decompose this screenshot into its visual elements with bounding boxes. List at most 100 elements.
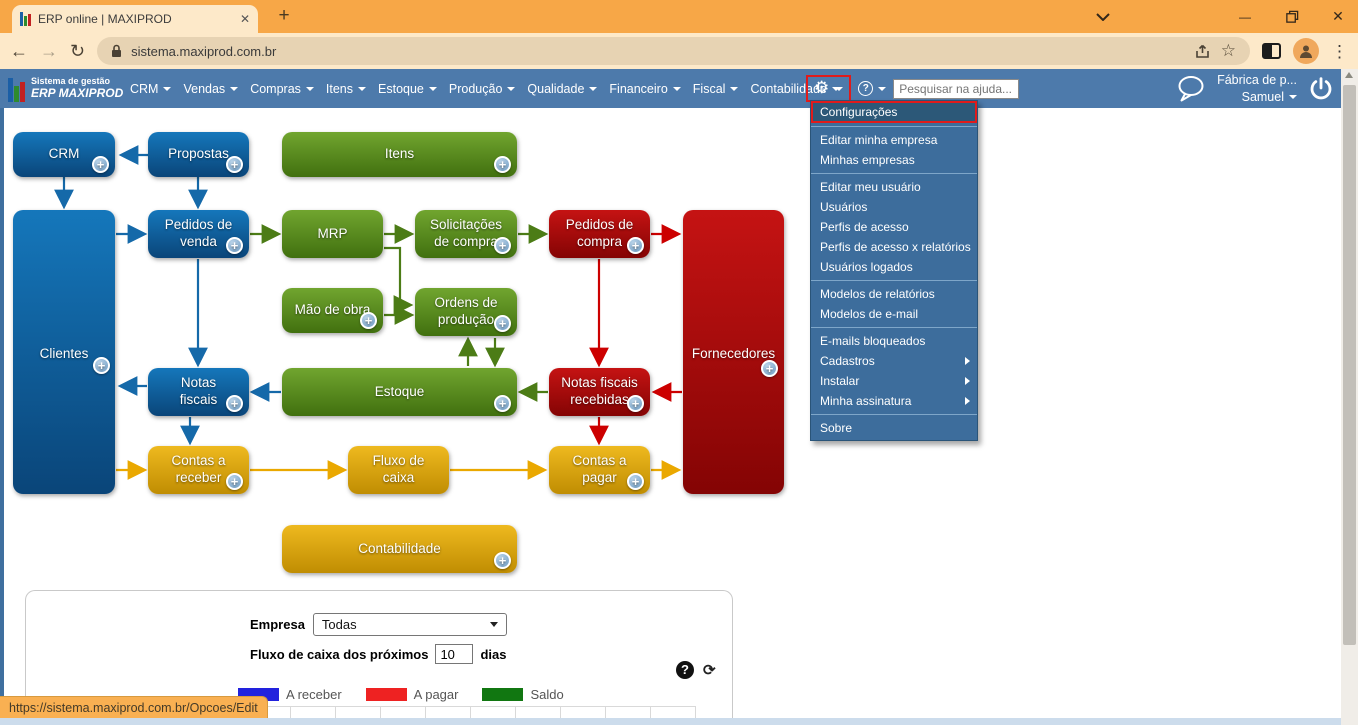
menu-qualidade[interactable]: Qualidade	[521, 69, 603, 108]
menu-item-modelos-de-relatorios[interactable]: Modelos de relatórios	[820, 287, 935, 301]
chart-help-icon[interactable]	[676, 661, 694, 679]
page-scrollbar[interactable]	[1341, 69, 1358, 725]
grid-cell	[336, 707, 381, 719]
flow-node-notas-fiscais[interactable]: Notas fiscais	[148, 368, 249, 416]
flow-node-notas-fiscais-recebidas[interactable]: Notas fiscais recebidas	[549, 368, 650, 416]
sidebar-toggle-icon[interactable]	[1262, 43, 1281, 59]
menu-item-emails-bloqueados[interactable]: E-mails bloqueados	[820, 334, 926, 348]
add-icon[interactable]	[494, 237, 511, 254]
chart-legend: A receber A pagar Saldo	[238, 687, 588, 702]
menu-fiscal[interactable]: Fiscal	[687, 69, 745, 108]
flow-node-mao-de-obra[interactable]: Mão de obra	[282, 288, 383, 333]
browser-tab[interactable]: ERP online | MAXIPROD	[12, 5, 258, 33]
close-button[interactable]	[1323, 0, 1353, 33]
menu-item-perfis-de-acesso-x-relatorios[interactable]: Perfis de acesso x relatórios	[820, 240, 971, 254]
help-search-input[interactable]	[893, 78, 1020, 99]
flow-node-fornecedores[interactable]: Fornecedores	[683, 210, 784, 494]
add-icon[interactable]	[226, 156, 243, 173]
flow-node-itens[interactable]: Itens	[282, 132, 517, 177]
user-block[interactable]: Fábrica de p... Samuel	[1217, 72, 1297, 105]
flow-node-contas-a-receber[interactable]: Contas a receber	[148, 446, 249, 494]
minimize-button[interactable]	[1230, 0, 1260, 33]
add-icon[interactable]	[226, 237, 243, 254]
menu-item-instalar[interactable]: Instalar	[811, 371, 977, 391]
add-icon[interactable]	[226, 473, 243, 490]
menu-item-cadastros[interactable]: Cadastros	[811, 351, 977, 371]
settings-gear-button[interactable]	[806, 75, 852, 102]
share-icon[interactable]	[1195, 43, 1212, 59]
menu-item-perfis-de-acesso[interactable]: Perfis de acesso	[820, 220, 909, 234]
profile-avatar[interactable]	[1293, 38, 1319, 64]
flow-node-fluxo-de-caixa[interactable]: Fluxo de caixa	[348, 446, 449, 494]
add-icon[interactable]	[627, 237, 644, 254]
menu-financeiro[interactable]: Financeiro	[603, 69, 686, 108]
menu-producao[interactable]: Produção	[443, 69, 522, 108]
reload-button[interactable]	[70, 42, 85, 60]
add-icon[interactable]	[761, 360, 778, 377]
app-logo[interactable]: Sistema de gestão ERP MAXIPROD	[8, 76, 124, 102]
help-button[interactable]	[858, 81, 887, 96]
flow-node-contabilidade[interactable]: Contabilidade	[282, 525, 517, 573]
forward-button[interactable]	[40, 42, 58, 60]
add-icon[interactable]	[494, 315, 511, 332]
chat-icon[interactable]	[1176, 75, 1206, 102]
flow-node-estoque[interactable]: Estoque	[282, 368, 517, 416]
refresh-icon[interactable]	[703, 661, 716, 679]
menu-item-usuarios[interactable]: Usuários	[820, 200, 868, 214]
fluxo-label: Fluxo de caixa dos próximos	[250, 646, 429, 662]
grid-cell	[291, 707, 336, 719]
legend-swatch	[365, 688, 407, 701]
menu-item-editar-minha-empresa[interactable]: Editar minha empresa	[820, 133, 938, 147]
browser-menu-icon[interactable]	[1331, 42, 1348, 60]
flow-node-contas-a-pagar[interactable]: Contas a pagar	[549, 446, 650, 494]
flow-node-clientes[interactable]: Clientes	[13, 210, 115, 494]
menu-itens[interactable]: Itens	[320, 69, 372, 108]
add-icon[interactable]	[226, 395, 243, 412]
flow-node-crm[interactable]: CRM	[13, 132, 115, 177]
logout-power-icon[interactable]	[1308, 76, 1334, 102]
nav-tools	[806, 69, 1020, 108]
menu-item-editar-meu-usuario[interactable]: Editar meu usuário	[820, 180, 921, 194]
scroll-up-icon[interactable]	[1345, 72, 1353, 78]
tab-search-chevron-icon[interactable]	[1088, 0, 1118, 33]
bookmark-star-icon[interactable]	[1221, 41, 1236, 61]
tab-close-icon[interactable]	[240, 12, 250, 26]
menu-item-minhas-empresas[interactable]: Minhas empresas	[820, 153, 915, 167]
flow-node-pedidos-de-venda[interactable]: Pedidos de venda	[148, 210, 249, 258]
flow-node-mrp[interactable]: MRP	[282, 210, 383, 258]
flow-node-solicitacoes-de-compra[interactable]: Solicitações de compra	[415, 210, 517, 258]
add-icon[interactable]	[494, 395, 511, 412]
add-icon[interactable]	[360, 312, 377, 329]
empresa-select[interactable]: Todas	[312, 613, 507, 636]
add-icon[interactable]	[627, 395, 644, 412]
menu-item-sobre[interactable]: Sobre	[820, 421, 853, 435]
menu-item-minha-assinatura[interactable]: Minha assinatura	[811, 391, 977, 411]
flow-node-pedidos-de-compra[interactable]: Pedidos de compra	[549, 210, 650, 258]
menu-compras[interactable]: Compras	[244, 69, 320, 108]
flow-node-ordens-de-producao[interactable]: Ordens de produção	[415, 288, 517, 336]
back-button[interactable]	[10, 42, 28, 60]
add-icon[interactable]	[92, 156, 109, 173]
new-tab-button[interactable]	[272, 4, 296, 28]
address-bar[interactable]: sistema.maxiprod.com.br	[97, 37, 1250, 65]
restore-button[interactable]	[1277, 0, 1307, 33]
tab-title: ERP online | MAXIPROD	[38, 12, 172, 26]
add-icon[interactable]	[93, 357, 110, 374]
menu-separator	[811, 327, 977, 328]
logo-subtitle: Sistema de gestão	[31, 75, 111, 86]
dias-input[interactable]	[435, 644, 474, 664]
menu-item-modelos-de-email[interactable]: Modelos de e-mail	[820, 307, 919, 321]
chevron-down-icon	[878, 86, 887, 91]
flow-node-propostas[interactable]: Propostas	[148, 132, 249, 177]
menu-item-configuracoes[interactable]: Configurações	[811, 101, 977, 123]
menu-vendas[interactable]: Vendas	[177, 69, 244, 108]
logo-text: Sistema de gestão ERP MAXIPROD	[31, 75, 123, 100]
menu-crm[interactable]: CRM	[124, 69, 177, 108]
add-icon[interactable]	[494, 552, 511, 569]
status-bar-url: https://sistema.maxiprod.com.br/Opcoes/E…	[0, 696, 268, 718]
scrollbar-thumb[interactable]	[1343, 85, 1356, 645]
menu-estoque[interactable]: Estoque	[372, 69, 443, 108]
menu-item-usuarios-logados[interactable]: Usuários logados	[820, 260, 913, 274]
add-icon[interactable]	[627, 473, 644, 490]
add-icon[interactable]	[494, 156, 511, 173]
